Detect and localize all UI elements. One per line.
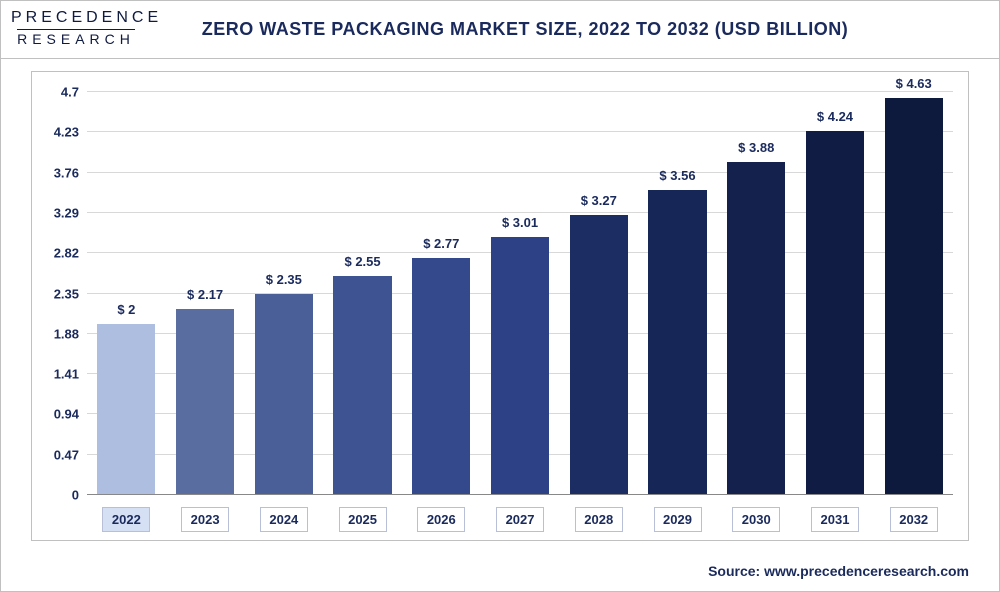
x-tick-label: 2032 bbox=[890, 507, 938, 532]
bar: $ 3.01 bbox=[491, 237, 549, 495]
bar-slot: $ 2.17 bbox=[166, 92, 245, 495]
bar: $ 3.88 bbox=[727, 162, 785, 495]
x-tick: 2031 bbox=[796, 507, 875, 532]
bar-value-label: $ 2.55 bbox=[344, 254, 380, 269]
bar-slot: $ 2.77 bbox=[402, 92, 481, 495]
chart-title: ZERO WASTE PACKAGING MARKET SIZE, 2022 T… bbox=[151, 19, 999, 40]
bar-value-label: $ 2.77 bbox=[423, 236, 459, 251]
x-tick-label: 2022 bbox=[102, 507, 150, 532]
bar-value-label: $ 3.88 bbox=[738, 140, 774, 155]
bar: $ 4.24 bbox=[806, 131, 864, 495]
bar-value-label: $ 3.56 bbox=[659, 168, 695, 183]
header: PRECEDENCE RESEARCH ZERO WASTE PACKAGING… bbox=[1, 1, 999, 59]
x-tick: 2032 bbox=[874, 507, 953, 532]
x-axis-line bbox=[87, 494, 953, 495]
bar: $ 2.55 bbox=[333, 276, 391, 495]
logo-line2: RESEARCH bbox=[17, 29, 135, 47]
x-tick-label: 2026 bbox=[417, 507, 465, 532]
y-tick-label: 0.94 bbox=[37, 407, 79, 422]
bar-slot: $ 2 bbox=[87, 92, 166, 495]
bar: $ 2.35 bbox=[255, 294, 313, 496]
y-tick-label: 2.82 bbox=[37, 246, 79, 261]
bar: $ 4.63 bbox=[885, 98, 943, 495]
x-tick: 2024 bbox=[244, 507, 323, 532]
y-tick-label: 4.23 bbox=[37, 125, 79, 140]
y-tick-label: 1.41 bbox=[37, 367, 79, 382]
x-tick: 2027 bbox=[481, 507, 560, 532]
x-tick-label: 2024 bbox=[260, 507, 308, 532]
bar-slot: $ 4.63 bbox=[874, 92, 953, 495]
logo: PRECEDENCE RESEARCH bbox=[1, 4, 151, 55]
bar-slot: $ 4.24 bbox=[796, 92, 875, 495]
x-tick: 2026 bbox=[402, 507, 481, 532]
bar-value-label: $ 4.24 bbox=[817, 109, 853, 124]
bar: $ 3.56 bbox=[648, 190, 706, 495]
bars-container: $ 2 $ 2.17 $ 2.35 $ 2.55 $ 2.77 $ 3.01 $ 3.27 $… bbox=[87, 92, 953, 495]
logo-line1: PRECEDENCE bbox=[11, 10, 141, 27]
y-tick-label: 3.29 bbox=[37, 205, 79, 220]
y-tick-label: 3.76 bbox=[37, 165, 79, 180]
bar: $ 3.27 bbox=[570, 215, 628, 495]
bar-value-label: $ 2.17 bbox=[187, 287, 223, 302]
x-tick-label: 2025 bbox=[339, 507, 387, 532]
plot-region: $ 2 $ 2.17 $ 2.35 $ 2.55 $ 2.77 $ 3.01 $ 3.27 $… bbox=[87, 92, 953, 495]
x-tick: 2029 bbox=[638, 507, 717, 532]
source-attribution: Source: www.precedenceresearch.com bbox=[708, 563, 969, 579]
bar-slot: $ 3.88 bbox=[717, 92, 796, 495]
bar-value-label: $ 4.63 bbox=[896, 76, 932, 91]
y-tick-label: 0.47 bbox=[37, 447, 79, 462]
bar: $ 2.17 bbox=[176, 309, 234, 495]
x-tick-label: 2030 bbox=[732, 507, 780, 532]
bar-value-label: $ 3.27 bbox=[581, 193, 617, 208]
x-tick: 2023 bbox=[166, 507, 245, 532]
x-tick-label: 2031 bbox=[811, 507, 859, 532]
y-tick-label: 1.88 bbox=[37, 326, 79, 341]
x-tick: 2022 bbox=[87, 507, 166, 532]
bar-slot: $ 2.55 bbox=[323, 92, 402, 495]
chart-area: $ 2 $ 2.17 $ 2.35 $ 2.55 $ 2.77 $ 3.01 $ 3.27 $… bbox=[31, 71, 969, 541]
bar: $ 2 bbox=[97, 324, 155, 495]
bar: $ 2.77 bbox=[412, 258, 470, 496]
x-tick: 2028 bbox=[559, 507, 638, 532]
x-tick-label: 2029 bbox=[654, 507, 702, 532]
bar-slot: $ 3.01 bbox=[481, 92, 560, 495]
y-tick-label: 2.35 bbox=[37, 286, 79, 301]
bar-value-label: $ 3.01 bbox=[502, 215, 538, 230]
x-tick: 2030 bbox=[717, 507, 796, 532]
bar-slot: $ 3.27 bbox=[559, 92, 638, 495]
x-ticks: 2022 2023 2024 2025 2026 2027 2028 2029 2030 2031… bbox=[87, 507, 953, 532]
y-tick-label: 0 bbox=[37, 488, 79, 503]
bar-value-label: $ 2 bbox=[117, 302, 135, 317]
x-tick-label: 2027 bbox=[496, 507, 544, 532]
bar-slot: $ 2.35 bbox=[244, 92, 323, 495]
bar-slot: $ 3.56 bbox=[638, 92, 717, 495]
x-tick: 2025 bbox=[323, 507, 402, 532]
x-tick-label: 2028 bbox=[575, 507, 623, 532]
y-tick-label: 4.7 bbox=[37, 85, 79, 100]
x-tick-label: 2023 bbox=[181, 507, 229, 532]
bar-value-label: $ 2.35 bbox=[266, 272, 302, 287]
